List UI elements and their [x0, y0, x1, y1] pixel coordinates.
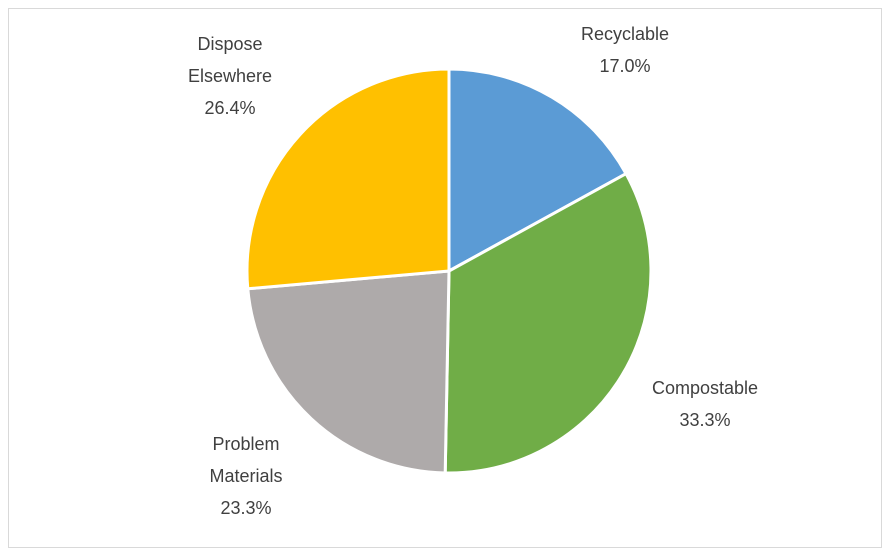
slice-label-1: Compostable 33.3%	[652, 378, 758, 430]
slice-label-2: Problem Materials 23.3%	[209, 434, 282, 518]
slice-value-label: 26.4%	[204, 98, 255, 118]
pie-slice-2	[246, 269, 451, 475]
slice-value-label: 23.3%	[220, 498, 271, 518]
slice-category-label: Compostable	[652, 378, 758, 398]
slice-value-label: 17.0%	[599, 56, 650, 76]
slice-label-3: Dispose Elsewhere 26.4%	[188, 34, 272, 118]
pie-labels: Recyclable 17.0% Compostable 33.3% Problem Ma…	[188, 24, 758, 518]
pie-slice-3	[245, 67, 451, 291]
slice-category-label: Elsewhere	[188, 66, 272, 86]
slice-category-label: Problem	[212, 434, 279, 454]
slice-label-0: Recyclable 17.0%	[581, 24, 669, 76]
pie-slice-0	[447, 67, 628, 273]
pie-chart: Recyclable 17.0% Compostable 33.3% Problem Ma…	[188, 24, 758, 518]
pie-slice-1	[443, 172, 653, 475]
slice-category-label: Recyclable	[581, 24, 669, 44]
pie-slices	[245, 67, 653, 475]
slice-category-label: Dispose	[197, 34, 262, 54]
slice-category-label: Materials	[209, 466, 282, 486]
slice-value-label: 33.3%	[679, 410, 730, 430]
